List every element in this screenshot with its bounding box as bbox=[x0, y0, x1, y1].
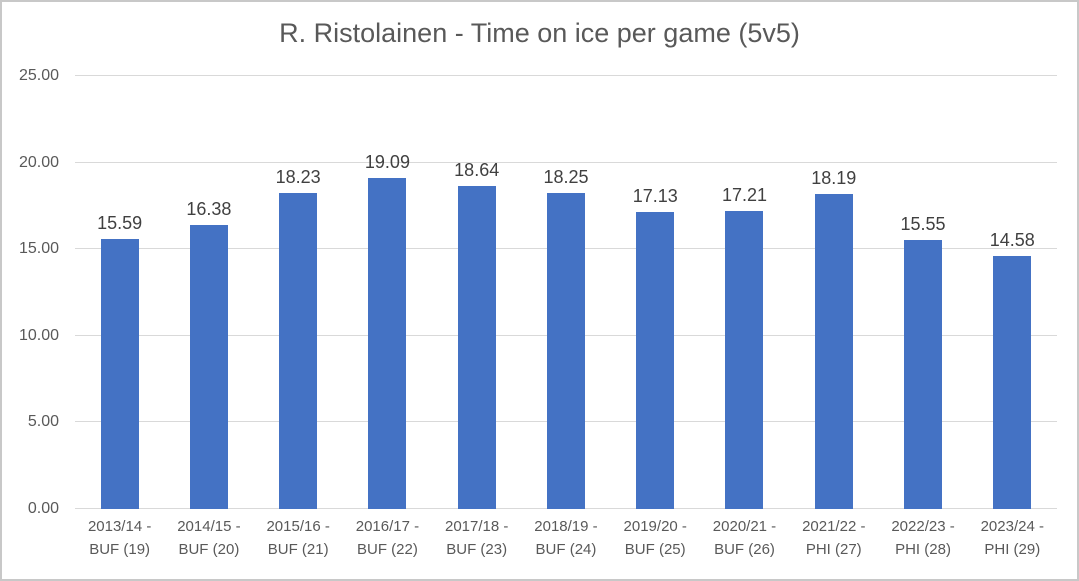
bar-2022/23 - PHI (28) bbox=[904, 239, 943, 509]
y-tick-label: 20.00 bbox=[18, 153, 59, 171]
x-tick-label: 2021/22 - PHI (27) bbox=[802, 518, 866, 558]
gridline bbox=[75, 161, 1057, 163]
x-tick-label: 2019/20 - BUF (25) bbox=[623, 518, 687, 558]
bar-2018/19 - BUF (24) bbox=[546, 192, 585, 509]
bar-2014/15 - BUF (20) bbox=[189, 225, 228, 509]
x-tick-label: 2013/14 - BUF (19) bbox=[87, 518, 152, 558]
x-tick-label: 2023/24 - PHI (29) bbox=[980, 518, 1044, 558]
x-tick-label: 2020/21 - BUF (26) bbox=[712, 518, 777, 558]
bar-slot: 15.59 bbox=[75, 76, 164, 509]
value-label: 15.59 bbox=[97, 212, 143, 233]
bar-slot: 14.58 bbox=[968, 76, 1057, 509]
bar-2017/18 - BUF (23) bbox=[457, 186, 496, 509]
bar-slot: 18.23 bbox=[254, 76, 343, 509]
x-tick-label: 2014/15 - BUF (20) bbox=[177, 518, 241, 558]
x-axis: 2013/14 - BUF (19) 2014/15 - BUF (20) 2015/1… bbox=[75, 515, 1057, 561]
bar-2021/22 - PHI (27) bbox=[814, 193, 853, 509]
y-axis: 0.00 5.00 10.00 15.00 20.00 25.00 bbox=[2, 67, 59, 517]
value-label: 17.13 bbox=[632, 186, 678, 207]
bar-slot: 18.64 bbox=[432, 76, 521, 509]
bar-slot: 15.55 bbox=[878, 76, 967, 509]
value-label: 18.19 bbox=[811, 167, 857, 188]
value-label: 19.09 bbox=[364, 152, 410, 173]
x-tick-label: 2016/17 - BUF (22) bbox=[355, 518, 420, 558]
x-tick-label: 2015/16 - BUF (21) bbox=[266, 518, 330, 558]
value-label: 14.58 bbox=[989, 230, 1035, 251]
bar-slot: 18.19 bbox=[789, 76, 878, 509]
y-tick-label: 0.00 bbox=[27, 500, 59, 517]
bar-slot: 16.38 bbox=[164, 76, 253, 509]
x-tick-label: 2022/23 - PHI (28) bbox=[891, 518, 955, 558]
bar-2016/17 - BUF (22) bbox=[368, 178, 407, 509]
bar-2015/16 - BUF (21) bbox=[279, 193, 318, 509]
value-label: 18.23 bbox=[275, 167, 321, 188]
y-tick-label: 5.00 bbox=[27, 413, 59, 431]
y-tick-label: 10.00 bbox=[18, 326, 59, 344]
value-label: 16.38 bbox=[186, 199, 232, 220]
value-label: 18.64 bbox=[454, 160, 500, 181]
value-label: 17.21 bbox=[721, 184, 768, 205]
bar-2023/24 - PHI (29) bbox=[993, 256, 1032, 509]
y-tick-label: 15.00 bbox=[18, 240, 59, 258]
bar-2020/21 - BUF (26) bbox=[725, 210, 764, 509]
bar-slot: 19.09 bbox=[343, 76, 432, 509]
bar-2013/14 - BUF (19) bbox=[100, 238, 139, 509]
bar-slot: 18.25 bbox=[521, 76, 610, 509]
value-label: 15.55 bbox=[900, 213, 946, 234]
gridline bbox=[75, 75, 1057, 76]
value-label: 18.25 bbox=[543, 166, 589, 187]
bar-slot: 17.13 bbox=[611, 76, 700, 509]
x-tick-label: 2018/19 - BUF (24) bbox=[534, 518, 598, 558]
plot-area: 15.59 16.38 18.23 19.09 18.64 18.25 17.13 17.21… bbox=[75, 75, 1057, 509]
x-tick-label: 2017/18 - BUF (23) bbox=[445, 518, 509, 558]
bar-slot: 17.21 bbox=[700, 76, 789, 509]
bars-layer: 15.59 16.38 18.23 19.09 18.64 18.25 17.13 17.21… bbox=[75, 76, 1057, 509]
bar-2019/20 - BUF (25) bbox=[636, 212, 675, 509]
chart-title: R. Ristolainen - Time on ice per game (5… bbox=[279, 18, 800, 48]
y-tick-label: 25.00 bbox=[18, 67, 59, 84]
